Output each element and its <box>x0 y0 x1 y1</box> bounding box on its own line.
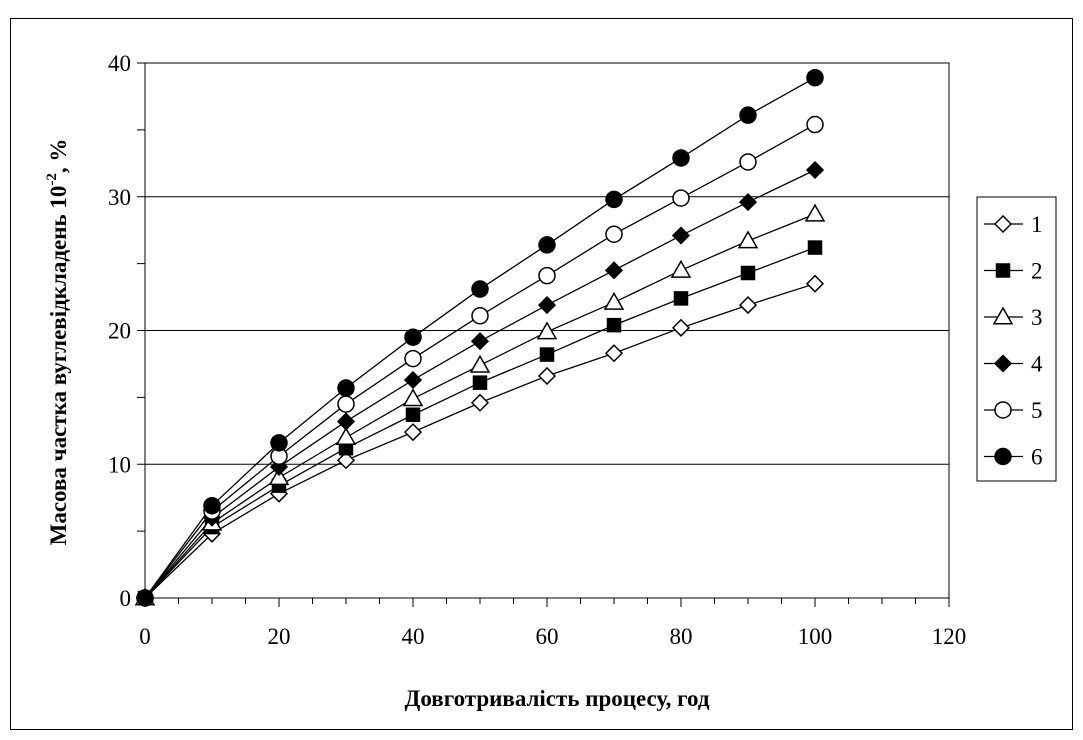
series-6-point <box>203 496 221 515</box>
legend-label-1: 1 <box>1031 212 1043 237</box>
legend-box <box>976 196 1057 482</box>
series-5-point <box>605 225 623 243</box>
y-axis-title-unit: , % <box>46 139 71 174</box>
legend-label-5: 5 <box>1031 398 1043 423</box>
legend-marker-6 <box>994 447 1012 466</box>
legend-label-6: 6 <box>1031 445 1043 470</box>
series-6-point <box>806 68 824 87</box>
series-4-point <box>470 332 490 351</box>
series-2-point <box>673 291 689 306</box>
series-4-point <box>738 193 758 212</box>
series-4-point <box>671 226 691 245</box>
series-5-point <box>806 115 824 134</box>
series-6-point <box>672 149 690 167</box>
series-2-point <box>740 265 756 281</box>
series-1-point <box>805 274 825 293</box>
series-5-point <box>538 266 556 285</box>
series-1-point <box>604 344 624 363</box>
legend-marker-3 <box>992 306 1014 325</box>
x-tick-label: 80 <box>670 624 693 649</box>
series-3-point <box>268 467 290 486</box>
y-axis-title-main: Масова частка вуглевідкладень 10 <box>46 186 71 546</box>
series-line-2 <box>144 246 816 599</box>
x-tick-label: 100 <box>798 624 833 649</box>
y-axis-title-exponent: -2 <box>44 173 60 186</box>
legend-marker-5 <box>994 401 1012 419</box>
x-tick-label: 120 <box>932 624 967 649</box>
tick-labels: 0 10 20 30 40 0 20 40 60 80 100 120 <box>108 51 966 649</box>
series-1-point <box>336 451 356 470</box>
series-1-point <box>470 393 490 412</box>
line-chart: 0 10 20 30 40 0 20 40 60 80 100 120 Довготривалість… <box>44 51 1057 711</box>
legend-marker-1 <box>993 214 1013 234</box>
series-3-point <box>737 230 759 249</box>
axes <box>137 62 950 607</box>
legend-label-2: 2 <box>1031 259 1043 284</box>
series-3-point <box>603 291 625 310</box>
series-4-point <box>604 261 624 280</box>
series-3-point <box>670 259 692 278</box>
y-tick-label: 40 <box>108 51 131 76</box>
x-tick-label: 20 <box>268 624 291 649</box>
series-4-point <box>537 296 557 315</box>
y-axis-title: Масова частка вуглевідкладень 10-2, % <box>44 139 71 546</box>
gridlines <box>145 62 949 465</box>
series-6-point <box>337 379 355 397</box>
series-5-point <box>672 189 690 207</box>
series-2-point <box>472 375 488 390</box>
series-1-point <box>671 318 691 337</box>
y-tick-label: 10 <box>108 452 131 477</box>
series-6-point <box>270 434 288 452</box>
series-5-point <box>404 349 422 368</box>
series-6-point <box>471 280 489 298</box>
legend-marker-2 <box>995 263 1011 278</box>
series-3-point <box>402 388 424 407</box>
series-3-point <box>804 203 826 222</box>
series-2-point <box>405 407 421 423</box>
series-4-point <box>336 412 356 431</box>
series-5-point <box>337 395 355 413</box>
series-5-point <box>471 307 489 325</box>
series-4-point <box>805 160 825 180</box>
series-5-point <box>739 153 757 171</box>
x-axis-title: Довготривалість процесу, год <box>405 686 710 711</box>
x-tick-label: 0 <box>139 624 151 649</box>
series-6-point <box>404 328 422 346</box>
chart-frame: 0 10 20 30 40 0 20 40 60 80 100 120 Довготривалість… <box>10 18 1073 730</box>
y-tick-label: 0 <box>120 586 132 611</box>
legend-label-3: 3 <box>1031 305 1043 330</box>
legend-marker-4 <box>993 354 1013 373</box>
series-1-point <box>537 366 557 386</box>
series-3-point <box>469 354 491 373</box>
y-tick-label: 30 <box>108 185 131 210</box>
series-markers <box>134 68 826 608</box>
series-2-point <box>807 240 823 255</box>
series-1-point <box>403 423 423 442</box>
series-3-point <box>335 426 357 445</box>
series-6-point <box>739 106 757 124</box>
series-6-point <box>605 190 623 209</box>
x-tick-label: 40 <box>402 624 425 649</box>
series-4-point <box>403 370 423 390</box>
series-3-point <box>536 321 558 340</box>
x-tick-label: 60 <box>536 624 559 649</box>
series-6-point <box>538 236 556 254</box>
series-1-point <box>738 296 758 315</box>
series-2-point <box>606 317 622 333</box>
legend: 1 2 3 4 5 6 <box>976 196 1057 482</box>
series-2-point <box>539 347 555 362</box>
legend-label-4: 4 <box>1031 352 1043 377</box>
y-tick-label: 20 <box>108 319 131 344</box>
